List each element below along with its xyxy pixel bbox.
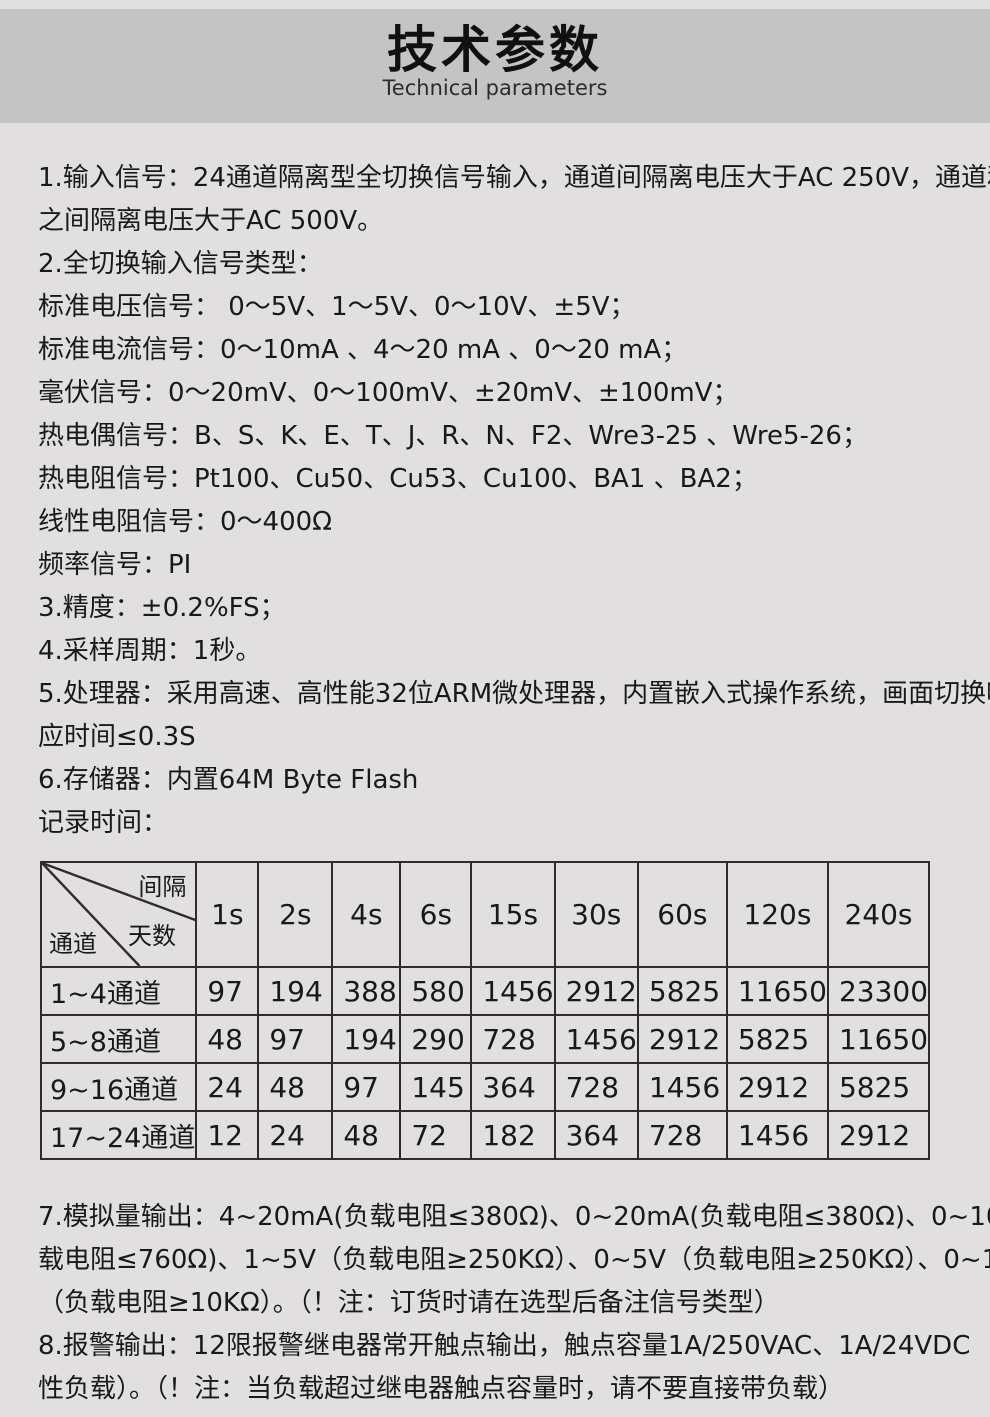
record-days-cell: 194	[331, 1014, 402, 1064]
spec-line: （负载电阻≥10KΩ）。（！注：订货时请在选型后备注信号类型）	[38, 1288, 780, 1318]
spec-line: 性负载）。（！注：当负载超过继电器触点容量时，请不要直接带负载）	[38, 1374, 845, 1404]
interval-column-header: 2s	[257, 861, 334, 968]
record-days-cell: 48	[257, 1062, 334, 1112]
record-days-cell: 48	[331, 1110, 402, 1160]
table-corner-cell: 间隔 天数 通道	[39, 861, 198, 968]
corner-label-channel: 通道	[49, 930, 97, 958]
table-row: 17~24通道 12 24 48 72 182 364 728 1456 2912	[39, 1110, 931, 1160]
record-days-cell: 194	[257, 966, 334, 1016]
table-row: 9~16通道 24 48 97 145 364 728 1456 2912 5825	[39, 1062, 931, 1112]
record-days-cell: 5825	[826, 1062, 931, 1112]
spec-text-top: 1.输入信号：24通道隔离型全切换信号输入，通道间隔离电压大于AC 250V，通…	[38, 157, 990, 845]
spec-line: 6.存储器：内置64M Byte Flash	[38, 765, 419, 795]
record-days-cell: 580	[399, 966, 473, 1016]
record-days-cell: 388	[331, 966, 402, 1016]
spec-line: 线性电阻信号：0～400Ω	[38, 507, 333, 537]
interval-column-header: 60s	[636, 861, 728, 968]
record-days-cell: 728	[553, 1062, 639, 1112]
record-days-cell: 2912	[636, 1014, 728, 1064]
spec-line: 毫伏信号：0～20mV、0～100mV、±20mV、±100mV；	[38, 378, 739, 408]
record-days-cell: 5825	[725, 1014, 829, 1064]
record-days-cell: 182	[470, 1110, 556, 1160]
record-days-cell: 728	[636, 1110, 728, 1160]
page-title: 技术参数	[387, 21, 603, 79]
record-days-cell: 1456	[470, 966, 556, 1016]
table-row: 5~8通道 48 97 194 290 728 1456 2912 5825 11650	[39, 1014, 931, 1064]
interval-column-header: 1s	[195, 861, 260, 968]
spec-line: 4.采样周期：1秒。	[38, 636, 262, 666]
channel-row-header: 1~4通道	[39, 966, 198, 1016]
record-days-cell: 1456	[636, 1062, 728, 1112]
record-days-cell: 2912	[725, 1062, 829, 1112]
spec-text-bottom: 7.模拟量输出：4~20mA(负载电阻≤380Ω)、0~20mA(负载电阻≤38…	[38, 1196, 990, 1411]
interval-column-header: 6s	[399, 861, 473, 968]
record-days-cell: 48	[195, 1014, 260, 1064]
record-days-cell: 11650	[725, 966, 829, 1016]
spec-line: 3.精度：±0.2%FS；	[38, 593, 286, 623]
record-days-cell: 145	[399, 1062, 473, 1112]
spec-line: 载电阻≤760Ω)、1~5V（负载电阻≥250KΩ）、0~5V（负载电阻≥250…	[38, 1245, 990, 1275]
record-days-cell: 23300	[826, 966, 931, 1016]
table-header-row: 间隔 天数 通道 1s 2s 4s 6s 15s 30s 60s 120s 240s	[39, 861, 931, 968]
record-days-cell: 2912	[553, 966, 639, 1016]
interval-column-header: 120s	[725, 861, 829, 968]
spec-line: 热电阻信号：Pt100、Cu50、Cu53、Cu100、BA1 、BA2；	[38, 464, 758, 494]
spec-line: 7.模拟量输出：4~20mA(负载电阻≤380Ω)、0~20mA(负载电阻≤38…	[38, 1202, 990, 1232]
record-days-cell: 97	[257, 1014, 334, 1064]
record-days-cell: 728	[470, 1014, 556, 1064]
spec-line: 应时间≤0.3S	[38, 722, 196, 752]
spec-line: 频率信号：PI	[38, 550, 192, 580]
record-days-cell: 12	[195, 1110, 260, 1160]
spec-line: 之间隔离电压大于AC 500V。	[38, 206, 384, 236]
interval-column-header: 240s	[826, 861, 931, 968]
diagonal-divider-lines	[43, 864, 195, 965]
spec-line: 1.输入信号：24通道隔离型全切换信号输入，通道间隔离电压大于AC 250V，通…	[38, 163, 990, 193]
record-days-cell: 72	[399, 1110, 473, 1160]
record-days-cell: 364	[470, 1062, 556, 1112]
spec-line: 标准电压信号： 0～5V、1～5V、0～10V、±5V；	[38, 292, 636, 322]
channel-row-header: 9~16通道	[39, 1062, 198, 1112]
table-row: 1~4通道 97 194 388 580 1456 2912 5825 11650 23300	[39, 966, 931, 1016]
record-days-cell: 24	[195, 1062, 260, 1112]
record-time-table: 间隔 天数 通道 1s 2s 4s 6s 15s 30s 60s 120s 240s 1~4通道…	[39, 861, 931, 1160]
record-days-cell: 1456	[725, 1110, 829, 1160]
corner-label-days: 天数	[128, 922, 176, 950]
interval-column-header: 15s	[470, 861, 556, 968]
spec-line: 8.报警输出：12限报警继电器常开触点输出，触点容量1A/250VAC、1A/2…	[38, 1331, 990, 1361]
channel-row-header: 17~24通道	[39, 1110, 198, 1160]
record-days-cell: 97	[331, 1062, 402, 1112]
record-days-cell: 290	[399, 1014, 473, 1064]
interval-column-header: 4s	[331, 861, 402, 968]
record-days-cell: 5825	[636, 966, 728, 1016]
record-days-cell: 1456	[553, 1014, 639, 1064]
title-banner: 技术参数 Technical parameters	[0, 9, 990, 123]
corner-label-interval: 间隔	[138, 873, 187, 901]
record-days-cell: 364	[553, 1110, 639, 1160]
page-subtitle: Technical parameters	[382, 76, 608, 100]
interval-column-header: 30s	[553, 861, 639, 968]
record-days-cell: 24	[257, 1110, 334, 1160]
record-days-cell: 97	[195, 966, 260, 1016]
spec-line: 热电偶信号：B、S、K、E、T、J、R、N、F2、Wre3-25 、Wre5-2…	[38, 421, 868, 451]
record-days-cell: 11650	[826, 1014, 931, 1064]
spec-line: 2.全切换输入信号类型：	[38, 249, 323, 279]
channel-row-header: 5~8通道	[39, 1014, 198, 1064]
spec-line: 标准电流信号：0～10mA 、4～20 mA 、0～20 mA；	[38, 335, 688, 365]
spec-line: 记录时间：	[38, 808, 169, 838]
record-days-cell: 2912	[826, 1110, 931, 1160]
spec-line: 5.处理器：采用高速、高性能32位ARM微处理器，内置嵌入式操作系统，画面切换响	[38, 679, 990, 709]
